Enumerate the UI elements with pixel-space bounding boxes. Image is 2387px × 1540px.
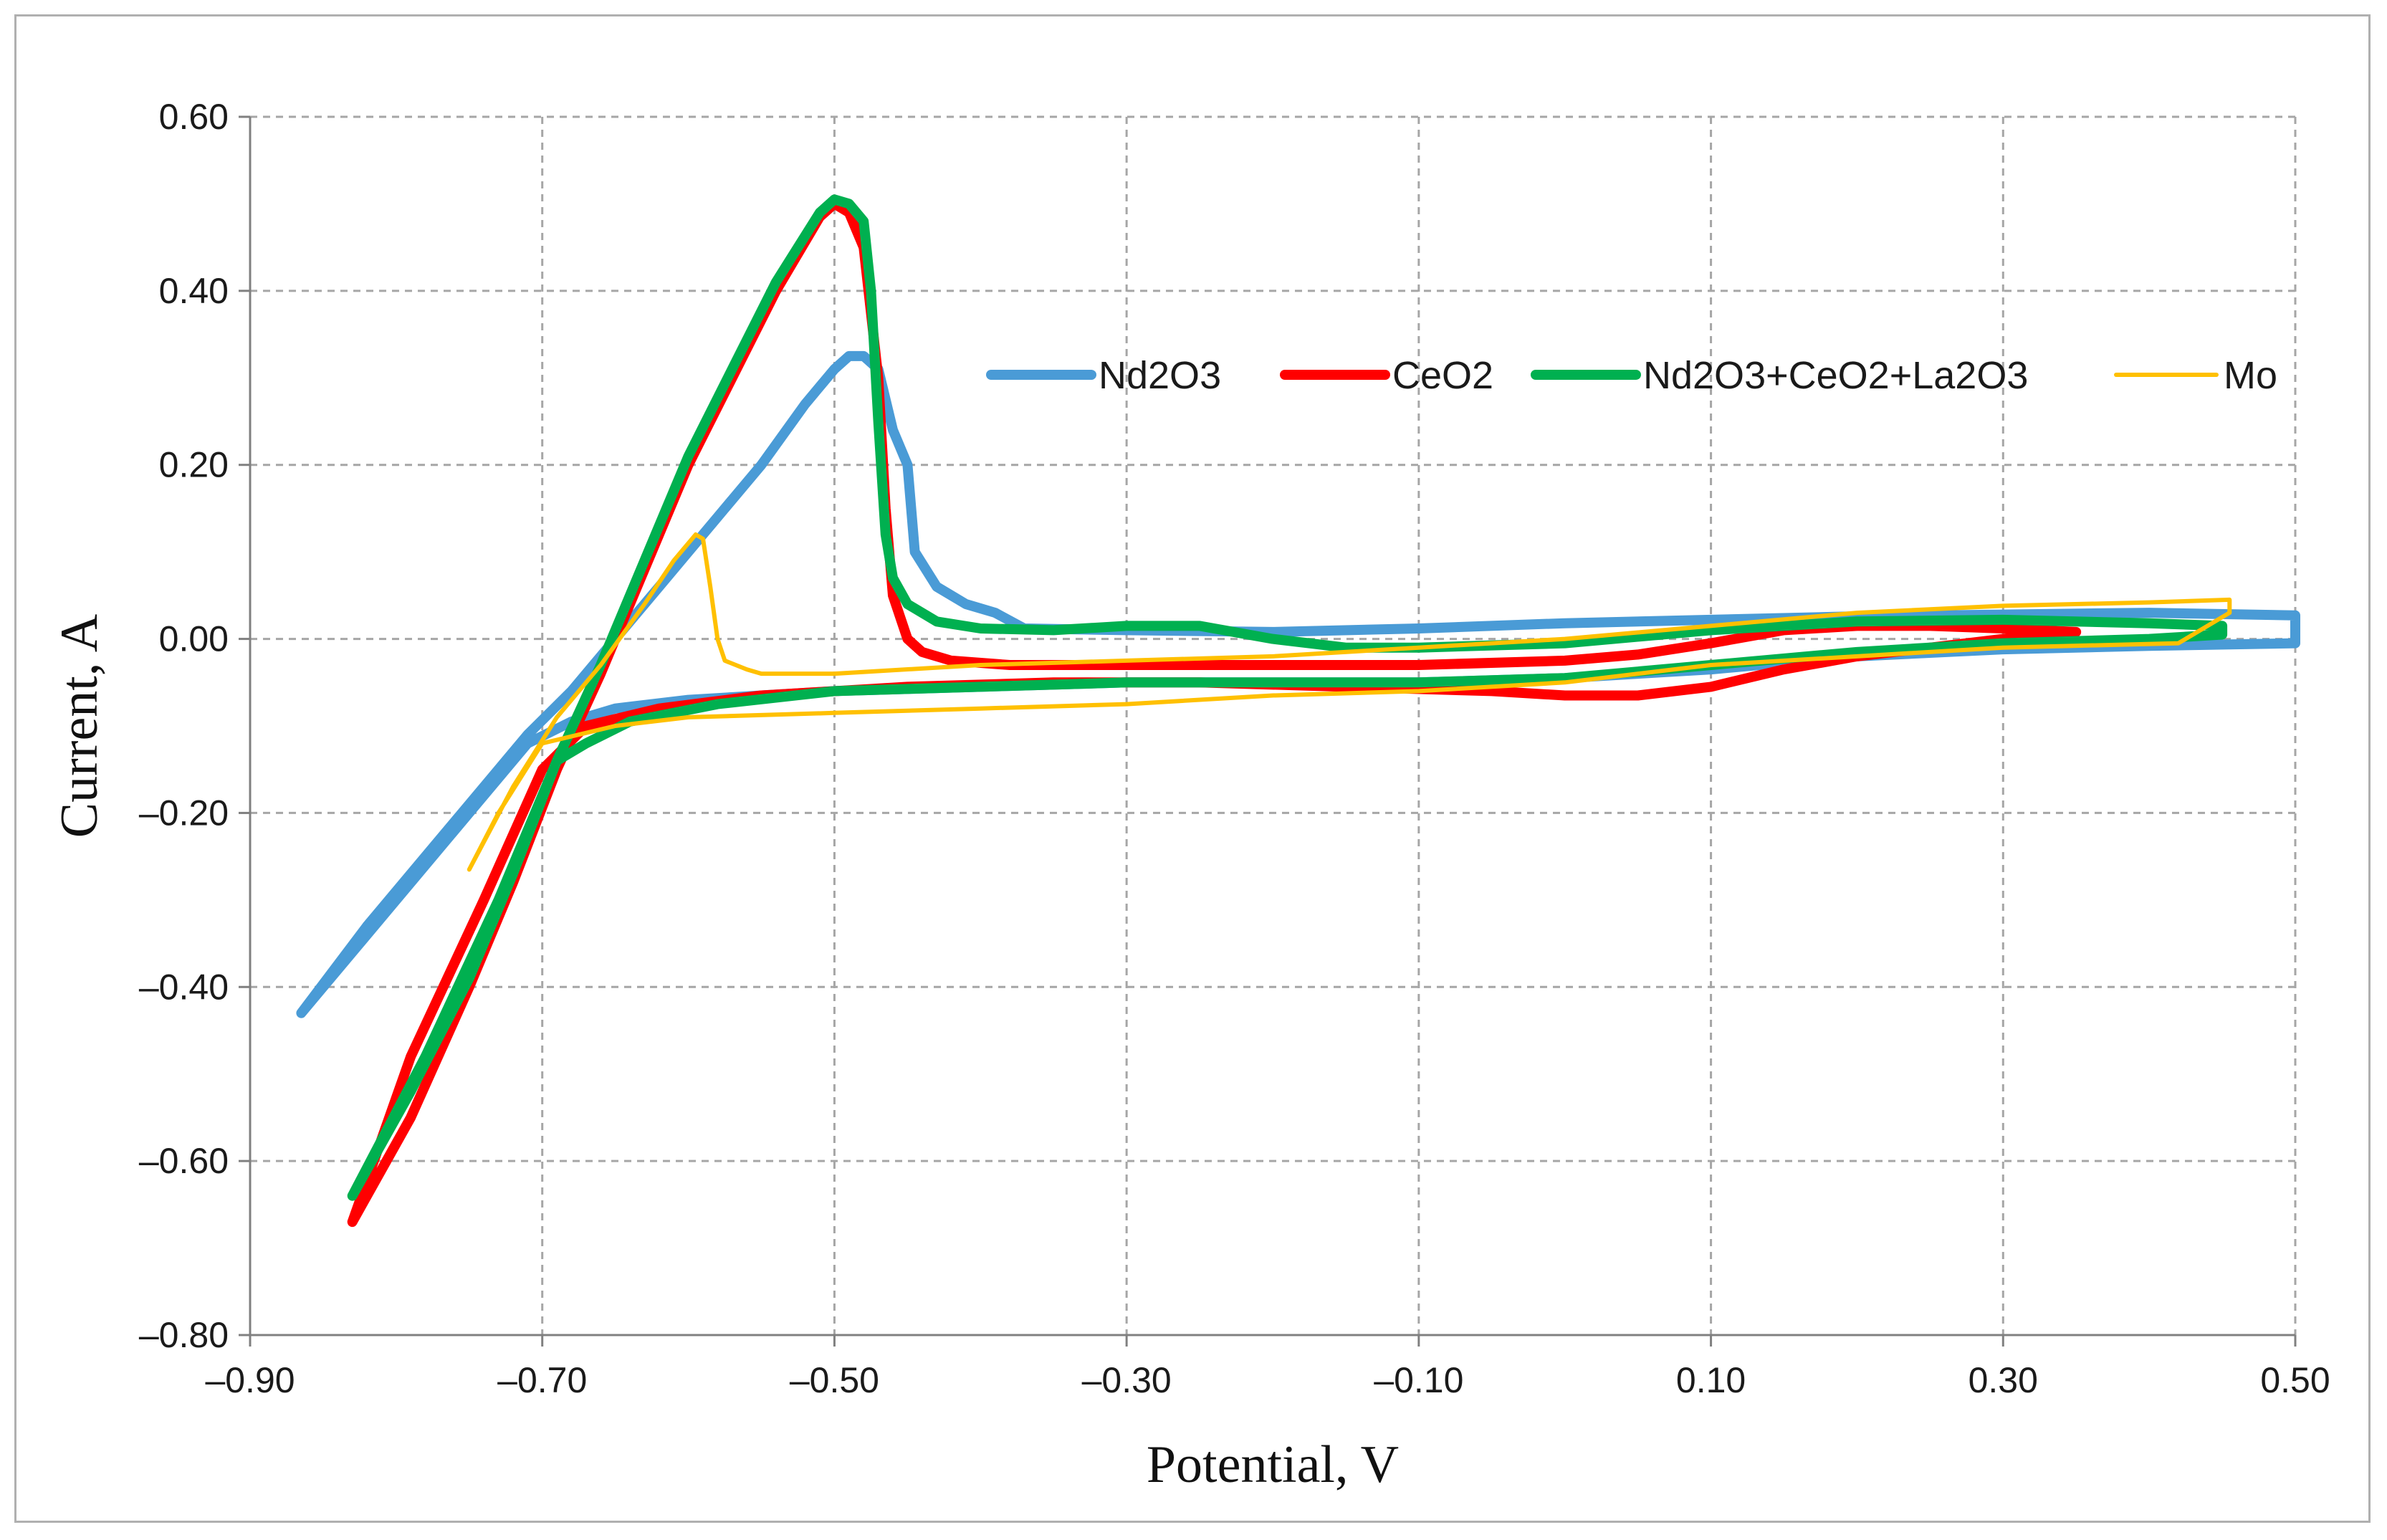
x-tick-label: –0.50 (790, 1360, 879, 1400)
y-tick-label: –0.20 (139, 793, 229, 833)
series-line-mo (467, 532, 2232, 872)
tick-labels: –0.90 –0.70 –0.50 –0.30 –0.10 0.10 0.30 0.50 0.6… (139, 97, 2330, 1400)
legend-label: Mo (2224, 354, 2277, 397)
x-tick-label: –0.70 (497, 1360, 587, 1400)
y-tick-label: 0.20 (159, 445, 229, 485)
y-tick-label: 0.00 (159, 619, 229, 659)
y-tick-label: –0.60 (139, 1141, 229, 1181)
y-axis-title: Current, A (50, 614, 109, 838)
cv-chart: –0.90 –0.70 –0.50 –0.30 –0.10 0.10 0.30 0.50 0.6… (50, 97, 2330, 1494)
y-tick-label: –0.80 (139, 1315, 229, 1355)
series-group (296, 194, 2300, 1228)
y-tick-label: 0.60 (159, 97, 229, 137)
x-tick-label: 0.10 (1676, 1360, 1746, 1400)
series-line-nd2o3-ceo2-la2o3 (347, 194, 2228, 1201)
x-tick-label: –0.90 (205, 1360, 295, 1400)
x-tick-label: 0.30 (1969, 1360, 2038, 1400)
y-tick-label: –0.40 (139, 967, 229, 1007)
x-tick-label: –0.30 (1082, 1360, 1172, 1400)
legend-label: Nd2O3+CeO2+La2O3 (1643, 354, 2028, 397)
x-axis-title: Potential, V (1147, 1435, 1399, 1494)
legend-label: CeO2 (1392, 354, 1493, 397)
y-tick-label: 0.40 (159, 271, 229, 311)
legend-label: Nd2O3 (1099, 354, 1221, 397)
axes (239, 115, 2297, 1347)
x-tick-label: 0.50 (2260, 1360, 2330, 1400)
legend: Nd2O3 CeO2 Nd2O3+CeO2+La2O3 Mo (986, 354, 2277, 397)
x-tick-label: –0.10 (1374, 1360, 1463, 1400)
figure-frame: –0.90 –0.70 –0.50 –0.30 –0.10 0.10 0.30 0.50 0.6… (14, 14, 2371, 1523)
